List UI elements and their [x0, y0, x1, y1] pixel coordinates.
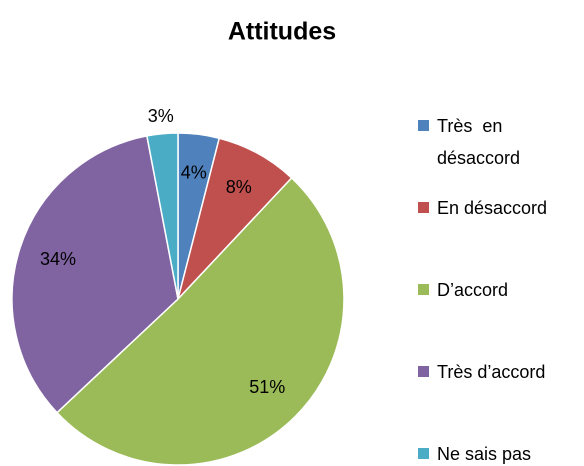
legend-item: En désaccord [418, 192, 584, 224]
data-label: 8% [226, 177, 252, 197]
legend-item: D’accord [418, 274, 584, 306]
legend-swatch [418, 366, 429, 377]
legend-label: Très en désaccord [437, 116, 521, 168]
pie-slice [146, 132, 179, 300]
legend-item: Ne sais pas [418, 438, 584, 466]
legend-item: Très en désaccord [418, 110, 584, 174]
pie-slice [55, 176, 345, 466]
legend-label: En désaccord [437, 198, 548, 218]
legend-item: Très d’accord [418, 356, 584, 388]
data-label: 34% [40, 249, 76, 269]
legend-swatch [418, 284, 429, 295]
legend-label: Ne sais pas [437, 444, 532, 464]
data-label: 51% [249, 377, 285, 397]
pie-slice [11, 135, 179, 414]
data-label: 4% [181, 163, 207, 183]
legend-label: D’accord [437, 280, 509, 300]
chart-title: Attitudes [228, 18, 336, 46]
legend-swatch [418, 202, 429, 213]
legend-label: Très d’accord [437, 362, 546, 382]
legend-swatch [418, 448, 429, 459]
data-label: 3% [148, 106, 174, 126]
legend-swatch [418, 120, 429, 131]
